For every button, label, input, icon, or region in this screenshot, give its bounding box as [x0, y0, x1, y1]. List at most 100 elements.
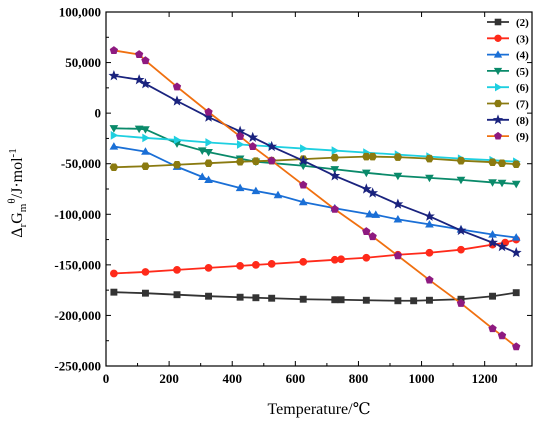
data-point	[141, 289, 149, 297]
data-point	[235, 183, 245, 192]
data-point	[197, 172, 207, 180]
y-axis-label-part-0: Δ	[9, 227, 26, 237]
data-point	[109, 46, 119, 54]
data-point	[425, 275, 434, 284]
legend-marker	[494, 83, 503, 92]
y-tick-label: -100,000	[54, 207, 101, 222]
data-point	[141, 162, 150, 170]
data-point	[141, 268, 150, 276]
legend-item: (6)	[487, 82, 529, 94]
plot-area-frame	[105, 11, 533, 367]
data-point	[488, 324, 497, 333]
series-7	[109, 152, 521, 172]
data-point	[251, 157, 261, 165]
data-point	[171, 95, 183, 106]
x-tick-label: 1000	[409, 371, 435, 386]
legend-item: (4)	[487, 50, 529, 62]
data-point	[425, 248, 434, 257]
series-layer	[108, 46, 522, 351]
x-axis-label: Temperature/℃	[268, 401, 371, 418]
data-point	[236, 140, 245, 149]
y-axis-label-part-1: r	[17, 223, 29, 227]
y-tick-label: 0	[95, 106, 102, 121]
data-point	[393, 251, 403, 260]
data-point	[425, 220, 434, 228]
data-point	[267, 259, 276, 268]
data-point	[497, 179, 507, 188]
x-tick-label: 400	[222, 371, 242, 386]
data-point	[204, 107, 213, 116]
tick-labels: 0 200 400 600 800 1000 1200 -250,000 -200,000 -15…	[54, 5, 497, 387]
y-tick-label: 100,000	[59, 5, 101, 20]
data-point	[511, 160, 521, 168]
data-point	[172, 160, 182, 169]
y-tick-label: -250,000	[54, 359, 101, 374]
data-point	[425, 296, 433, 304]
series-8	[108, 70, 522, 258]
data-point	[268, 294, 276, 302]
data-point	[362, 227, 371, 236]
data-point	[299, 257, 308, 266]
data-point	[235, 132, 245, 140]
data-point	[368, 232, 377, 241]
data-point	[330, 166, 340, 174]
data-point	[134, 50, 144, 59]
data-point	[361, 169, 371, 178]
data-point	[110, 131, 119, 140]
data-point	[172, 82, 182, 91]
data-point	[142, 133, 150, 143]
data-point	[410, 297, 418, 305]
data-point	[489, 292, 497, 300]
data-point	[133, 74, 145, 85]
data-point	[331, 296, 339, 304]
legend-marker	[492, 114, 504, 125]
x-tick-label: 600	[286, 371, 306, 386]
data-point	[204, 264, 213, 272]
legend-label: (2)	[516, 17, 529, 29]
data-point	[298, 197, 308, 206]
data-point	[140, 78, 151, 89]
data-point	[273, 190, 283, 199]
data-point	[496, 240, 508, 252]
x-tick-label: 200	[159, 371, 179, 386]
data-point	[173, 291, 181, 299]
legend-label: (7)	[516, 99, 529, 111]
series-9	[109, 46, 521, 351]
legend-label: (6)	[516, 82, 529, 94]
data-point	[205, 292, 213, 300]
data-point	[511, 233, 521, 241]
data-point	[487, 236, 498, 248]
data-point	[393, 153, 403, 161]
data-point	[456, 298, 466, 307]
data-point	[109, 163, 119, 172]
y-tick-label: -200,000	[54, 308, 101, 323]
data-point	[361, 152, 371, 161]
y-axis-label-part-2: G	[9, 212, 26, 224]
series-line	[113, 74, 517, 254]
legend-item: (8)	[487, 114, 529, 127]
legend-item: (2)	[487, 17, 529, 29]
y-axis-label-part-6: -1	[7, 148, 19, 157]
data-point	[512, 289, 520, 297]
data-point	[331, 146, 340, 155]
legend-marker	[494, 131, 502, 140]
legend-label: (4)	[516, 50, 529, 62]
y-axis-label-part-4: θ	[6, 198, 18, 203]
data-point	[368, 152, 377, 161]
series-3	[110, 235, 521, 278]
tick-marks	[105, 11, 532, 367]
legend: (2) (3) (4) (5) (6) (7) (8) (9)	[487, 17, 529, 143]
data-point	[247, 131, 259, 143]
data-point	[173, 135, 182, 145]
data-point	[204, 175, 213, 184]
data-point	[300, 144, 308, 153]
data-point	[497, 159, 507, 167]
legend-item: (7)	[487, 99, 529, 111]
data-point	[337, 296, 345, 304]
data-point	[251, 186, 261, 195]
legend-label: (5)	[516, 66, 529, 78]
data-point	[110, 288, 118, 296]
y-tick-label: 50,000	[65, 55, 101, 70]
data-point	[197, 147, 207, 155]
